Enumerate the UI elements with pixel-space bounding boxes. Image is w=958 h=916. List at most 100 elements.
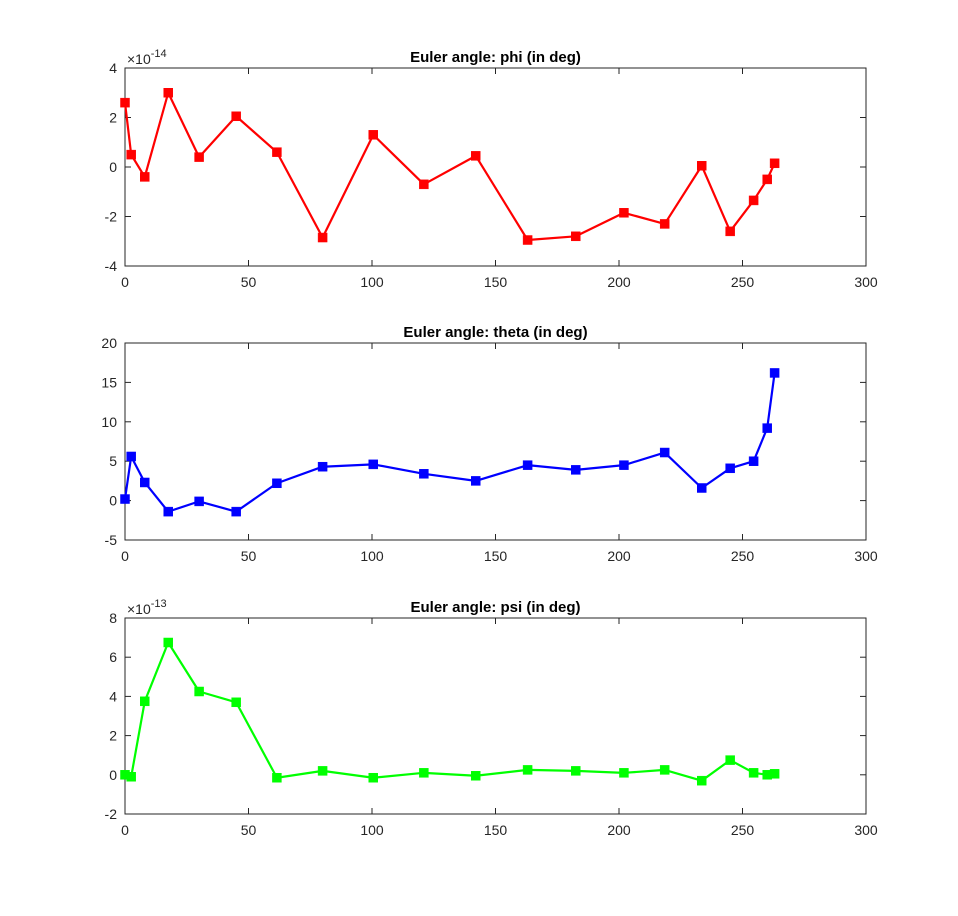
y-tick-label: -5 (105, 532, 118, 548)
data-point-psi (272, 772, 282, 783)
subplot-phi: Euler angle: phi (in deg) 0 50 100 150 200 250… (105, 48, 878, 290)
data-point-psi (725, 755, 735, 765)
x-tick-label: 300 (854, 274, 878, 290)
x-tick-label: 150 (484, 548, 508, 564)
data-point-theta (419, 469, 429, 479)
data-point-theta (748, 456, 759, 466)
x-tick-label: 100 (360, 274, 384, 290)
data-point-psi (163, 637, 173, 648)
data-point-phi (272, 147, 282, 157)
subplot-psi: Euler angle: psi (in deg) 0 50 100 150 200 250… (105, 598, 878, 838)
x-tick-label: 200 (607, 548, 631, 564)
data-point-phi (619, 208, 629, 218)
x-tick-label: 100 (360, 822, 384, 838)
data-point-theta (120, 494, 130, 504)
data-point-theta (619, 460, 629, 470)
data-point-psi (470, 771, 481, 781)
data-point-theta (140, 477, 150, 488)
x-tick-label: 100 (360, 548, 384, 564)
data-point-psi (769, 769, 780, 779)
y-tick-label: 0 (109, 767, 117, 783)
data-point-theta (696, 483, 707, 493)
data-point-phi (696, 161, 707, 171)
data-point-phi (748, 195, 759, 206)
data-point-theta (659, 447, 670, 458)
x-tick-label: 0 (121, 274, 129, 290)
subplot-theta: Euler angle: theta (in deg)0 50 100 150 200 2… (101, 324, 877, 564)
y-tick-label: 2 (109, 728, 117, 744)
x-tick-label: 150 (484, 274, 508, 290)
data-point-psi (571, 766, 581, 776)
data-point-phi (659, 219, 670, 229)
data-point-theta (571, 465, 581, 475)
data-point-phi (571, 231, 581, 242)
data-point-theta (368, 459, 378, 470)
y-tick-label: 2 (109, 110, 117, 126)
y-exponent-power: -13 (151, 598, 167, 610)
x-tick-label: 250 (731, 548, 755, 564)
data-point-psi (696, 775, 707, 786)
y-tick-label: 5 (109, 453, 117, 469)
data-point-psi (126, 772, 136, 782)
y-exponent-base: ×10 (127, 51, 151, 67)
x-tick-label: 300 (854, 822, 878, 838)
data-point-phi (522, 235, 533, 245)
data-point-psi (140, 696, 150, 707)
x-tick-label: 250 (731, 274, 755, 290)
data-point-phi (140, 172, 150, 182)
y-exponent-label: ×10-14 (127, 48, 167, 67)
axes-box-psi (124, 617, 867, 815)
axes-box-phi (124, 67, 867, 267)
data-point-psi (619, 768, 629, 778)
x-tick-label: 50 (241, 274, 257, 290)
data-point-phi (126, 149, 136, 160)
data-point-phi (163, 88, 173, 98)
data-point-theta (317, 461, 328, 472)
data-point-phi (317, 232, 328, 243)
y-tick-label: 4 (109, 60, 117, 76)
data-point-psi (748, 768, 759, 778)
data-point-psi (317, 766, 328, 776)
chart-title-theta: Euler angle: theta (in deg) (403, 324, 587, 341)
data-point-phi (368, 130, 378, 140)
axes-box-theta (124, 342, 867, 541)
y-tick-label: 0 (109, 493, 117, 509)
x-tick-label: 200 (607, 274, 631, 290)
y-tick-label: -2 (105, 806, 118, 822)
x-tick-label: 50 (241, 548, 257, 564)
y-tick-label: 0 (109, 159, 117, 175)
data-point-psi (368, 772, 378, 783)
data-point-theta (725, 463, 735, 474)
series-line-phi (123, 91, 776, 242)
x-tick-label: 150 (484, 822, 508, 838)
data-point-psi (659, 765, 670, 775)
data-point-theta (522, 460, 533, 470)
y-exponent-base: ×10 (127, 601, 151, 617)
data-point-phi (769, 158, 780, 169)
data-point-psi (194, 686, 204, 697)
x-tick-label: 250 (731, 822, 755, 838)
y-tick-label: 20 (101, 335, 117, 351)
y-tick-label: -4 (105, 258, 118, 274)
data-point-psi (231, 697, 241, 708)
data-point-phi (470, 151, 481, 161)
y-exponent-label: ×10-13 (127, 598, 167, 617)
chart-title-psi: Euler angle: psi (in deg) (410, 599, 580, 616)
data-point-theta (163, 506, 173, 517)
x-tick-label: 0 (121, 548, 129, 564)
data-point-theta (769, 368, 780, 378)
y-tick-label: 6 (109, 649, 117, 665)
chart-title-phi: Euler angle: phi (in deg) (410, 49, 581, 66)
data-point-theta (470, 476, 481, 486)
data-point-theta (194, 496, 204, 507)
y-tick-label: 8 (109, 610, 117, 626)
y-tick-label: -2 (105, 209, 118, 225)
data-point-theta (126, 451, 136, 462)
data-point-theta (231, 506, 241, 517)
y-tick-label: 10 (101, 414, 117, 430)
data-point-psi (419, 768, 429, 778)
x-tick-label: 0 (121, 822, 129, 838)
x-tick-label: 50 (241, 822, 257, 838)
x-tick-label: 300 (854, 548, 878, 564)
